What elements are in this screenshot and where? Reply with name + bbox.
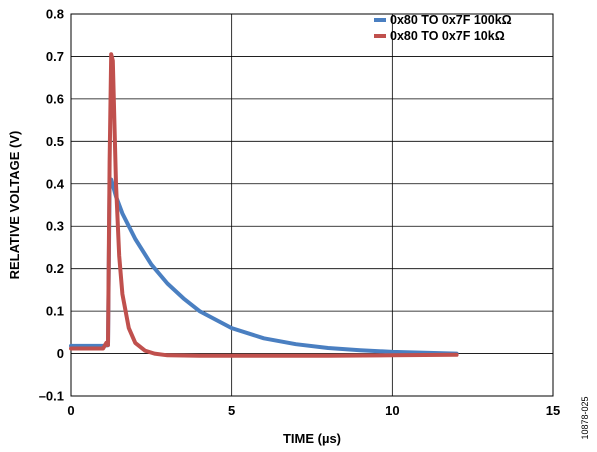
y-axis-label: RELATIVE VOLTAGE (V) xyxy=(7,131,22,280)
legend: 0x80 TO 0x7F 100kΩ 0x80 TO 0x7F 10kΩ xyxy=(374,13,512,43)
legend-label-100k: 0x80 TO 0x7F 100kΩ xyxy=(390,13,512,27)
x-axis-label: TIME (µs) xyxy=(283,431,341,446)
x-tick-label: 15 xyxy=(546,403,560,418)
grid xyxy=(70,13,554,397)
x-tick-label: 10 xyxy=(385,403,399,418)
x-tick-label: 0 xyxy=(67,403,74,418)
y-tick-label: 0 xyxy=(57,346,64,361)
legend-label-10k: 0x80 TO 0x7F 10kΩ xyxy=(390,29,505,43)
y-tick-label: 0.6 xyxy=(46,91,64,106)
y-tick-label: 0.2 xyxy=(46,261,64,276)
y-tick-label: 0.8 xyxy=(46,7,64,22)
plot-frame xyxy=(70,13,554,397)
y-tick-label: –0.1 xyxy=(39,389,64,404)
x-tick-label: 5 xyxy=(228,403,235,418)
y-tick-label: 0.1 xyxy=(46,304,64,319)
y-tick-label: 0.3 xyxy=(46,219,64,234)
figure-id: 10878-025 xyxy=(580,396,590,439)
series-layer xyxy=(69,52,459,358)
x-tick-labels: 0 5 10 15 xyxy=(67,403,560,418)
y-tick-label: 0.7 xyxy=(46,49,64,64)
series-line-1 xyxy=(69,52,459,358)
y-tick-labels: –0.1 0 0.1 0.2 0.3 0.4 0.5 0.6 0.7 0.8 xyxy=(39,7,65,404)
y-tick-label: 0.4 xyxy=(46,176,65,191)
y-tick-label: 0.5 xyxy=(46,134,64,149)
